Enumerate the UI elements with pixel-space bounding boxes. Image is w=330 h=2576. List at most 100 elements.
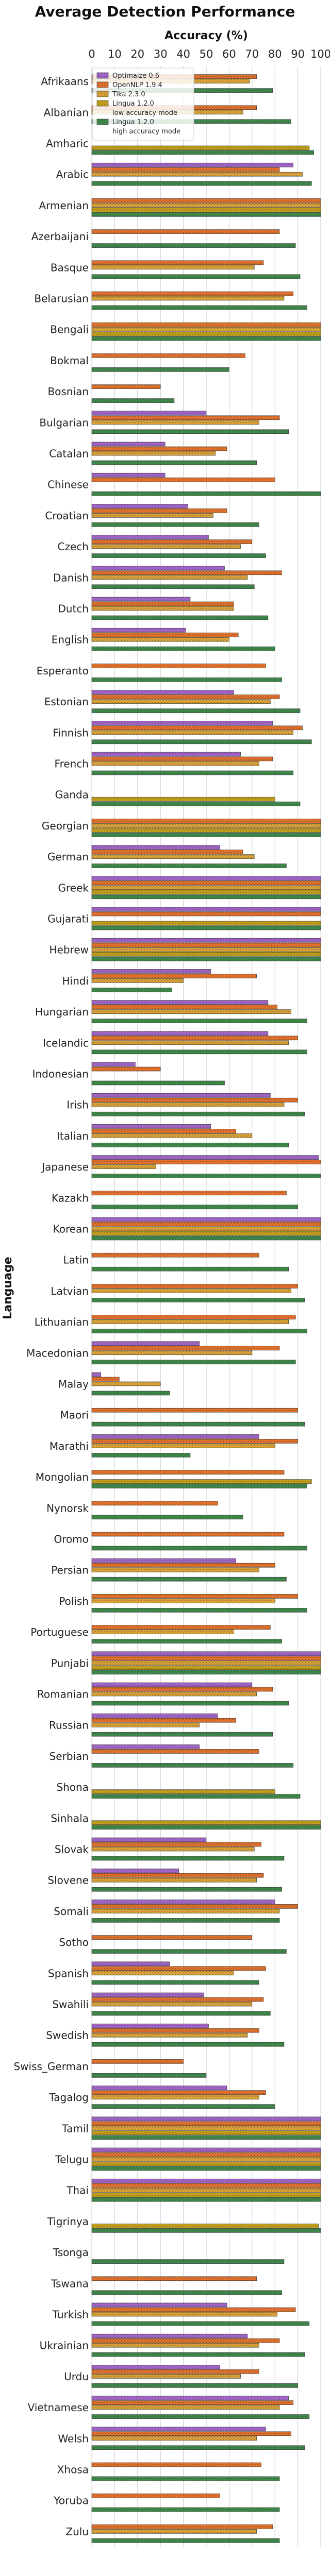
category-label: Latvian bbox=[51, 1285, 89, 1297]
bar-hatch bbox=[92, 938, 321, 943]
bar-hatch bbox=[92, 1036, 298, 1040]
bar-hatch bbox=[92, 509, 227, 513]
category-label: Telugu bbox=[55, 2154, 89, 2166]
bar-hatch bbox=[92, 730, 293, 735]
bar-hatch bbox=[92, 880, 321, 885]
x-tick-label: 100 bbox=[310, 48, 330, 60]
bar-hatch bbox=[92, 894, 321, 899]
bar-hatch bbox=[92, 1630, 234, 1634]
bar-hatch bbox=[92, 1236, 321, 1240]
bar-hatch bbox=[92, 2383, 298, 2388]
bar-hatch bbox=[92, 208, 321, 212]
category-label: Korean bbox=[53, 1223, 89, 1235]
bar-hatch bbox=[92, 1568, 259, 1572]
bar-hatch bbox=[92, 721, 273, 725]
bar-hatch bbox=[92, 2538, 280, 2543]
bar-hatch bbox=[92, 2224, 319, 2228]
x-tick-label: 90 bbox=[291, 48, 305, 60]
bar-hatch bbox=[92, 952, 321, 957]
category-label: Ukrainian bbox=[40, 2340, 89, 2352]
bar-hatch bbox=[92, 907, 321, 911]
legend-swatch-hatch bbox=[97, 91, 108, 97]
bar-hatch bbox=[92, 2405, 280, 2410]
bar-hatch bbox=[92, 1227, 321, 1231]
category-label: Albanian bbox=[44, 106, 89, 118]
bar-hatch bbox=[92, 492, 321, 496]
bar-hatch bbox=[92, 1546, 307, 1550]
bar-hatch bbox=[92, 2059, 184, 2064]
bar-hatch bbox=[92, 447, 227, 451]
bar-hatch bbox=[92, 1005, 277, 1009]
bar-hatch bbox=[92, 2121, 321, 2126]
bar-hatch bbox=[92, 539, 252, 544]
bar-hatch bbox=[92, 535, 209, 539]
bar-hatch bbox=[92, 1577, 287, 1582]
x-tick-label: 70 bbox=[245, 48, 259, 60]
bar-hatch bbox=[92, 664, 266, 668]
x-tick-label: 40 bbox=[176, 48, 190, 60]
bar-hatch bbox=[92, 2090, 266, 2095]
bar-hatch bbox=[92, 584, 255, 589]
bar-hatch bbox=[92, 167, 280, 172]
bar-hatch bbox=[92, 828, 321, 833]
bar-hatch bbox=[92, 2312, 277, 2316]
bar-hatch bbox=[92, 1670, 321, 1674]
bar-hatch bbox=[92, 2524, 273, 2529]
bar-hatch bbox=[92, 260, 263, 265]
bar-hatch bbox=[92, 677, 282, 682]
bar-hatch bbox=[92, 1350, 252, 1355]
category-label: Polish bbox=[59, 1595, 89, 1607]
bar-hatch bbox=[92, 2365, 220, 2369]
category-label: Portuguese bbox=[30, 1626, 89, 1638]
bar-hatch bbox=[92, 1789, 275, 1794]
category-label: Czech bbox=[58, 540, 89, 553]
category-label: Swahili bbox=[52, 1998, 89, 2011]
x-tick-labels: 0 10 20 30 40 50 60 70 80 90 100 bbox=[88, 48, 330, 60]
bar-hatch bbox=[92, 1422, 305, 1427]
bar-hatch bbox=[92, 1918, 280, 1923]
bar-hatch bbox=[92, 2197, 321, 2202]
category-label: Persian bbox=[51, 1564, 89, 1577]
bar-hatch bbox=[92, 1098, 298, 1103]
bar-hatch bbox=[92, 1971, 234, 1975]
bar-hatch bbox=[92, 323, 321, 327]
category-label: Gujarati bbox=[47, 913, 89, 925]
bar-hatch bbox=[92, 2130, 321, 2135]
bar-hatch bbox=[92, 522, 259, 527]
bar-hatch bbox=[92, 1164, 156, 1169]
bar-hatch bbox=[92, 1665, 321, 1670]
bar-hatch bbox=[92, 1993, 204, 1997]
bar-hatch bbox=[92, 513, 213, 518]
bar-hatch bbox=[92, 2033, 248, 2038]
category-label: Tsonga bbox=[53, 2246, 89, 2259]
bar-hatch bbox=[92, 1143, 289, 1147]
category-label: Zulu bbox=[65, 2526, 89, 2538]
category-label: Georgian bbox=[42, 820, 89, 832]
bar-hatch bbox=[92, 1360, 296, 1364]
bar-hatch bbox=[92, 969, 211, 974]
bar-hatch bbox=[92, 336, 321, 341]
bar-hatch bbox=[92, 1205, 298, 1209]
bar-hatch bbox=[92, 2396, 289, 2400]
category-label: Basque bbox=[51, 261, 89, 274]
bar-hatch bbox=[92, 1093, 271, 1098]
bar-hatch bbox=[92, 1842, 261, 1846]
y-tick-labels: Afrikaans Albanian Amharic Arabic Armenian Az… bbox=[13, 75, 89, 2538]
bar-hatch bbox=[92, 2463, 261, 2467]
bar-hatch bbox=[92, 478, 275, 482]
bar-hatch bbox=[92, 912, 321, 916]
bar-hatch bbox=[92, 442, 166, 446]
bar-hatch bbox=[92, 708, 301, 713]
category-label: Vietnamese bbox=[28, 2401, 89, 2414]
category-label: Belarusian bbox=[34, 293, 89, 305]
category-label: Danish bbox=[53, 571, 89, 584]
bar-hatch bbox=[92, 957, 321, 961]
bar-hatch bbox=[92, 602, 234, 606]
bar-hatch bbox=[92, 1723, 200, 1727]
bar-hatch bbox=[92, 1744, 200, 1749]
category-label: Italian bbox=[57, 1130, 89, 1142]
bar-hatch bbox=[92, 1949, 287, 1954]
bar-hatch bbox=[92, 1515, 243, 1519]
category-label: Hindi bbox=[62, 975, 89, 987]
